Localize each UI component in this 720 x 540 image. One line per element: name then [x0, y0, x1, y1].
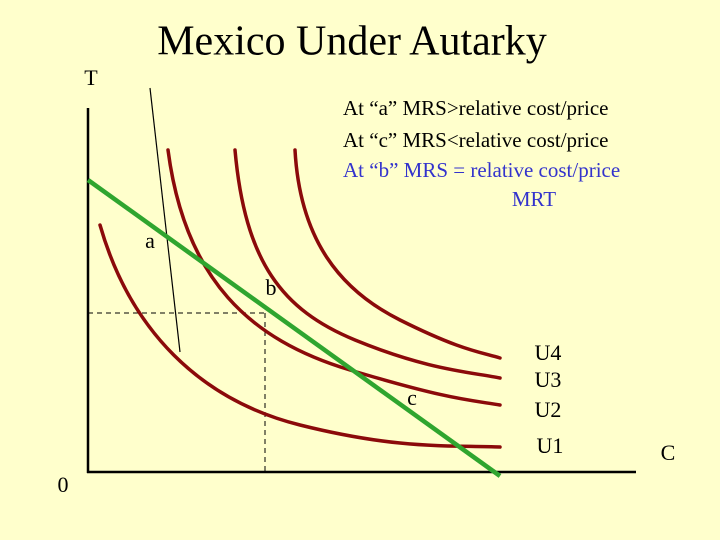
curve-u4 [293, 148, 502, 360]
title: Mexico Under Autarky [157, 19, 547, 65]
curve-label: U3 [535, 367, 562, 392]
y-axis-label: T [84, 65, 98, 90]
point-label: a [145, 228, 155, 253]
annotation: At “b” MRS = relative cost/price [343, 158, 620, 182]
x-axis-label: C [661, 440, 676, 465]
point-label: c [407, 385, 417, 410]
annotation: At “a” MRS>relative cost/price [343, 96, 609, 120]
curve-u3 [233, 148, 502, 380]
point-label: b [266, 275, 277, 300]
curve-label: U1 [537, 433, 564, 458]
mrt-line [86, 178, 502, 478]
annotation: At “c” MRS<relative cost/price [343, 128, 609, 152]
curve-label: U4 [535, 340, 562, 365]
curve-u2 [166, 148, 502, 407]
curve-u1 [98, 223, 502, 449]
annotation: MRT [512, 187, 556, 211]
curve-label: U2 [535, 397, 562, 422]
origin-label: 0 [58, 472, 69, 497]
mrs-line [149, 87, 181, 353]
